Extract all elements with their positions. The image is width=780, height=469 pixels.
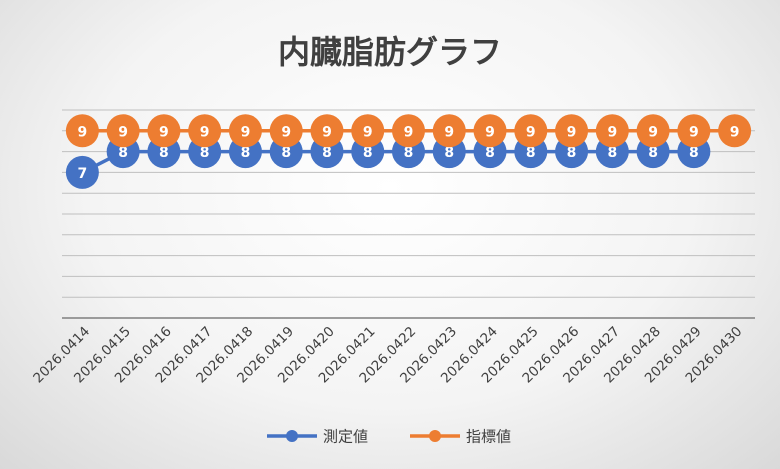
data-point: [432, 114, 466, 148]
data-label: 8: [648, 145, 658, 161]
data-label: 8: [444, 145, 454, 161]
data-point: [106, 114, 140, 148]
data-label: 9: [281, 124, 291, 140]
data-label: 9: [689, 124, 699, 140]
data-label: 8: [281, 145, 291, 161]
data-label: 8: [485, 145, 495, 161]
data-label: 8: [241, 145, 251, 161]
data-point: [65, 114, 99, 148]
data-point: [392, 114, 425, 148]
data-label: 8: [607, 145, 617, 161]
data-label: 7: [78, 166, 88, 182]
series-2: 9 9 9 9 9 9 9 9 9 9 9 9 9 9 9 9 9: [65, 114, 752, 148]
data-point: [269, 114, 303, 148]
data-label: 9: [322, 124, 332, 140]
legend-item: 指標値: [410, 428, 511, 446]
data-point: [677, 114, 711, 148]
data-label: 9: [404, 124, 414, 140]
data-point: [228, 114, 262, 148]
data-label: 9: [607, 124, 617, 140]
legend-label: 測定値: [323, 428, 368, 446]
data-point: [595, 114, 629, 148]
data-label: 9: [730, 124, 740, 140]
data-point: [147, 114, 181, 148]
data-label: 9: [648, 124, 658, 140]
data-label: 8: [363, 145, 373, 161]
legend: 測定値 指標値: [267, 428, 511, 446]
data-label: 9: [159, 124, 169, 140]
data-label: 8: [689, 145, 699, 161]
series-layer: 7 8 8 8 8 8 8 8 8 8 8 8 8 8 8 8 9 9 9 9 9 9 9 9 9 9 9 9 9 9 9 9 9: [65, 114, 752, 189]
data-point: [555, 114, 589, 148]
data-point: [351, 114, 385, 148]
data-label: 8: [159, 145, 169, 161]
legend-swatch-marker: [429, 430, 441, 442]
data-point: [473, 114, 507, 148]
legend-swatch-marker: [286, 430, 298, 442]
data-label: 9: [78, 124, 88, 140]
data-point: [188, 114, 222, 148]
data-point: [718, 114, 752, 148]
data-label: 8: [322, 145, 332, 161]
data-label: 9: [118, 124, 128, 140]
x-axis: 2026.04142026.04152026.04162026.04172026…: [30, 317, 755, 386]
data-label: 9: [444, 124, 454, 140]
data-point: [310, 114, 344, 148]
legend-label: 指標値: [466, 428, 511, 446]
data-point: [636, 114, 670, 148]
data-label: 9: [567, 124, 577, 140]
series-line: [81, 149, 694, 174]
data-point: [514, 114, 548, 148]
legend-item: 測定値: [267, 428, 368, 446]
data-label: 9: [363, 124, 373, 140]
data-label: 8: [118, 145, 128, 161]
data-label: 9: [485, 124, 495, 140]
data-label: 8: [567, 145, 577, 161]
chart-title: 内臓脂肪グラフ: [278, 33, 502, 71]
data-point: [65, 155, 99, 189]
data-label: 8: [404, 145, 414, 161]
data-label: 9: [526, 124, 536, 140]
data-label: 8: [200, 145, 210, 161]
data-label: 8: [526, 145, 536, 161]
data-label: 9: [200, 124, 210, 140]
data-label: 9: [241, 124, 251, 140]
